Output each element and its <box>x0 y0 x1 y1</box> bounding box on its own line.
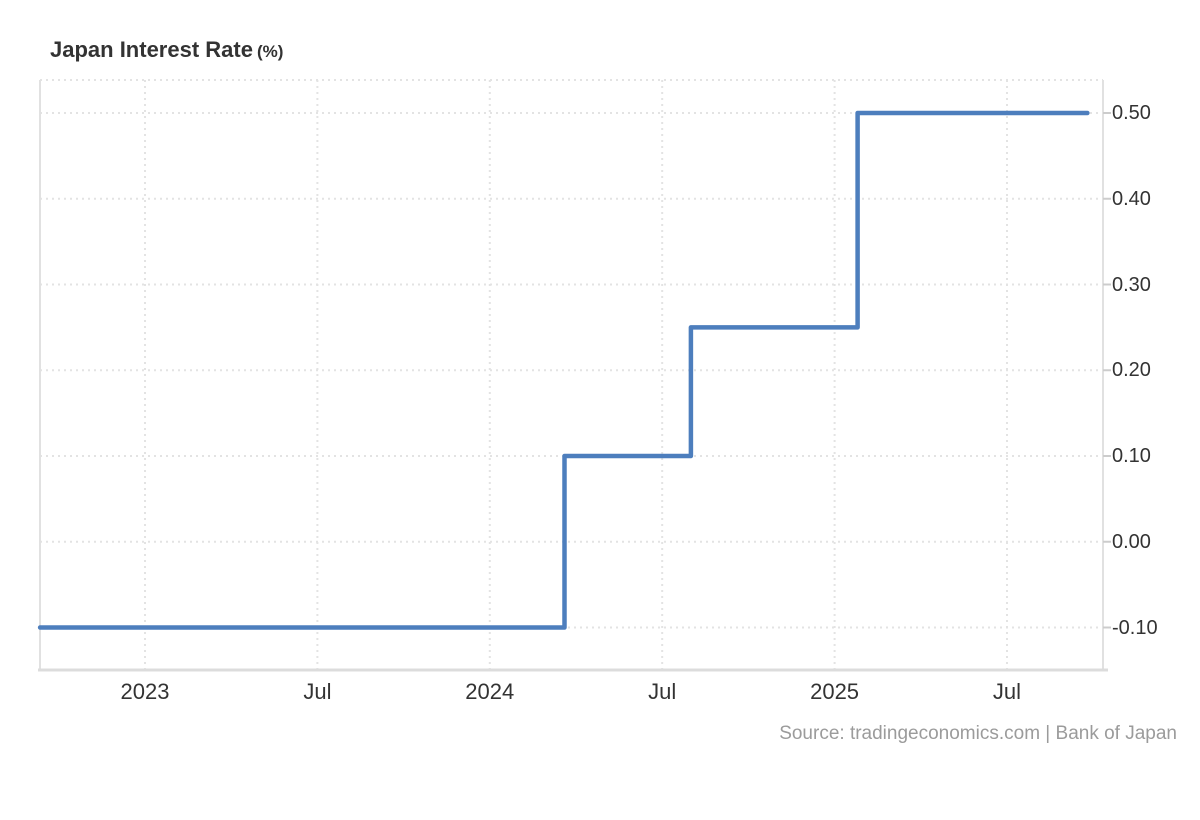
y-axis-label: 0.20 <box>1112 359 1151 382</box>
chart-title: Japan Interest Rate (%) <box>50 38 283 65</box>
x-axis-label: Jul <box>303 679 332 704</box>
chart-title-unit: (%) <box>256 42 284 61</box>
interest-rate-step-line[interactable] <box>37 110 1090 630</box>
x-axis-label: 2023 <box>120 679 170 704</box>
x-axis-label: 2024 <box>465 679 515 704</box>
x-axis-label: Jul <box>992 679 1022 704</box>
x-axis-label: 2025 <box>810 679 860 704</box>
step-line-chart <box>37 79 1111 672</box>
y-axis-label: 0.40 <box>1112 187 1151 210</box>
y-axis-label: 0.10 <box>1112 445 1151 467</box>
y-axis-label: -0.10 <box>1112 616 1158 639</box>
y-axis-label: 0.00 <box>1112 530 1151 553</box>
chart-title-text: Japan Interest Rate <box>50 37 253 62</box>
chart-plot-area[interactable]: 0.50 0.40 0.30 0.20 0.10 0.00 -0.10 2023 Jul 2024… <box>0 0 1200 760</box>
x-axis-label: Jul <box>648 679 677 704</box>
y-axis-label: 0.50 <box>1112 102 1151 124</box>
y-axis-label: 0.30 <box>1112 273 1151 296</box>
source-attribution: Source: tradingeconomics.com | Bank of J… <box>779 723 1177 744</box>
